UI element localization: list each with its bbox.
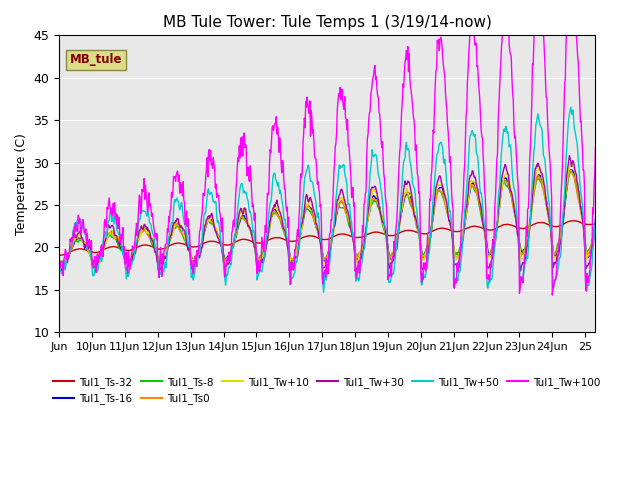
Tul1_Tw+50 xyxy=(270,170,278,176)
Tul1_Tw+50 xyxy=(360,246,368,252)
Tul1_Tw+30 xyxy=(360,247,367,253)
Tul1_Tw+30 xyxy=(55,268,63,274)
Tul1_Tw+10 xyxy=(360,244,367,250)
Title: MB Tule Tower: Tule Temps 1 (3/19/14-now): MB Tule Tower: Tule Temps 1 (3/19/14-now… xyxy=(163,15,492,30)
Tul1_Ts0 xyxy=(271,208,279,214)
Line: Tul1_Ts0: Tul1_Ts0 xyxy=(59,170,595,264)
Line: Tul1_Tw+30: Tul1_Tw+30 xyxy=(59,156,595,271)
Tul1_Ts-16 xyxy=(56,264,63,270)
Tul1_Tw+10 xyxy=(591,222,599,228)
Tul1_Tw+100 xyxy=(482,209,490,215)
Tul1_Ts0 xyxy=(516,243,524,249)
Line: Tul1_Ts-32: Tul1_Ts-32 xyxy=(59,221,595,255)
Tul1_Tw+100 xyxy=(55,250,63,256)
Tul1_Ts-16 xyxy=(360,239,368,244)
Tul1_Ts-16 xyxy=(591,220,599,226)
Line: Tul1_Ts-16: Tul1_Ts-16 xyxy=(59,169,595,267)
Tul1_Tw+10 xyxy=(515,232,523,238)
Tul1_Ts0 xyxy=(360,239,368,244)
Tul1_Tw+50 xyxy=(483,256,490,262)
Tul1_Ts-8 xyxy=(360,241,368,247)
Tul1_Tw+100 xyxy=(548,292,556,298)
Tul1_Ts-16 xyxy=(483,239,490,244)
Tul1_Tw+10 xyxy=(482,237,490,243)
Tul1_Tw+10 xyxy=(55,267,63,273)
Tul1_Tw+50 xyxy=(81,232,89,238)
Tul1_Tw+50 xyxy=(567,104,575,110)
Tul1_Tw+30 xyxy=(515,244,523,250)
Tul1_Ts-32 xyxy=(360,233,368,239)
Tul1_Tw+10 xyxy=(568,161,575,167)
Tul1_Ts-16 xyxy=(230,240,238,246)
Tul1_Tw+100 xyxy=(81,229,89,235)
Tul1_Ts-32 xyxy=(271,235,279,240)
Tul1_Tw+10 xyxy=(270,205,278,211)
Tul1_Tw+30 xyxy=(482,244,490,250)
Tul1_Tw+50 xyxy=(55,270,63,276)
Tul1_Tw+30 xyxy=(566,153,573,158)
Tul1_Ts-8 xyxy=(230,238,238,243)
Tul1_Ts-32 xyxy=(82,247,90,253)
Tul1_Ts0 xyxy=(483,245,490,251)
Tul1_Ts-8 xyxy=(55,259,63,265)
Tul1_Tw+30 xyxy=(591,216,599,222)
Tul1_Tw+30 xyxy=(516,268,524,274)
Tul1_Tw+100 xyxy=(591,144,599,150)
Tul1_Ts-32 xyxy=(57,252,65,258)
Tul1_Ts-8 xyxy=(516,242,524,248)
Tul1_Ts-16 xyxy=(567,167,575,172)
Tul1_Ts-32 xyxy=(55,252,63,258)
Y-axis label: Temperature (C): Temperature (C) xyxy=(15,133,28,235)
Tul1_Ts-8 xyxy=(156,262,164,267)
Tul1_Ts0 xyxy=(55,259,63,264)
Tul1_Tw+100 xyxy=(360,229,367,235)
Tul1_Ts-32 xyxy=(483,227,490,232)
Tul1_Ts-8 xyxy=(271,210,279,216)
Tul1_Ts-8 xyxy=(567,169,575,175)
Tul1_Ts0 xyxy=(90,261,97,267)
Tul1_Ts-32 xyxy=(591,221,599,227)
Tul1_Tw+10 xyxy=(81,240,89,246)
Tul1_Tw+50 xyxy=(516,256,524,262)
Tul1_Ts-8 xyxy=(483,244,490,250)
Tul1_Ts-8 xyxy=(591,225,599,231)
Tul1_Ts-16 xyxy=(55,264,63,269)
Tul1_Ts0 xyxy=(81,240,89,246)
Tul1_Ts-8 xyxy=(81,240,89,246)
Tul1_Ts0 xyxy=(567,167,575,173)
Line: Tul1_Ts-8: Tul1_Ts-8 xyxy=(59,172,595,264)
Line: Tul1_Tw+50: Tul1_Tw+50 xyxy=(59,107,595,292)
Tul1_Tw+10 xyxy=(230,241,237,247)
Tul1_Tw+30 xyxy=(230,240,237,246)
Tul1_Ts0 xyxy=(591,221,599,227)
Tul1_Ts-32 xyxy=(569,218,577,224)
Tul1_Tw+100 xyxy=(230,217,237,223)
Tul1_Tw+30 xyxy=(270,202,278,208)
Line: Tul1_Tw+100: Tul1_Tw+100 xyxy=(59,0,595,295)
Tul1_Ts-32 xyxy=(230,240,238,245)
Tul1_Ts-32 xyxy=(516,225,524,231)
Tul1_Tw+50 xyxy=(230,238,237,244)
Tul1_Ts-16 xyxy=(271,207,279,213)
Text: MB_tule: MB_tule xyxy=(70,53,122,66)
Tul1_Tw+30 xyxy=(81,243,89,249)
Tul1_Tw+50 xyxy=(320,289,328,295)
Tul1_Tw+50 xyxy=(591,216,599,222)
Tul1_Ts-16 xyxy=(516,240,524,245)
Tul1_Ts-16 xyxy=(82,245,90,251)
Legend: Tul1_Ts-32, Tul1_Ts-16, Tul1_Ts-8, Tul1_Ts0, Tul1_Tw+10, Tul1_Tw+30, Tul1_Tw+50,: Tul1_Ts-32, Tul1_Ts-16, Tul1_Ts-8, Tul1_… xyxy=(49,373,605,408)
Line: Tul1_Tw+10: Tul1_Tw+10 xyxy=(59,164,595,270)
Tul1_Tw+100 xyxy=(515,207,523,213)
Tul1_Tw+100 xyxy=(270,123,278,129)
Tul1_Ts0 xyxy=(230,238,238,243)
